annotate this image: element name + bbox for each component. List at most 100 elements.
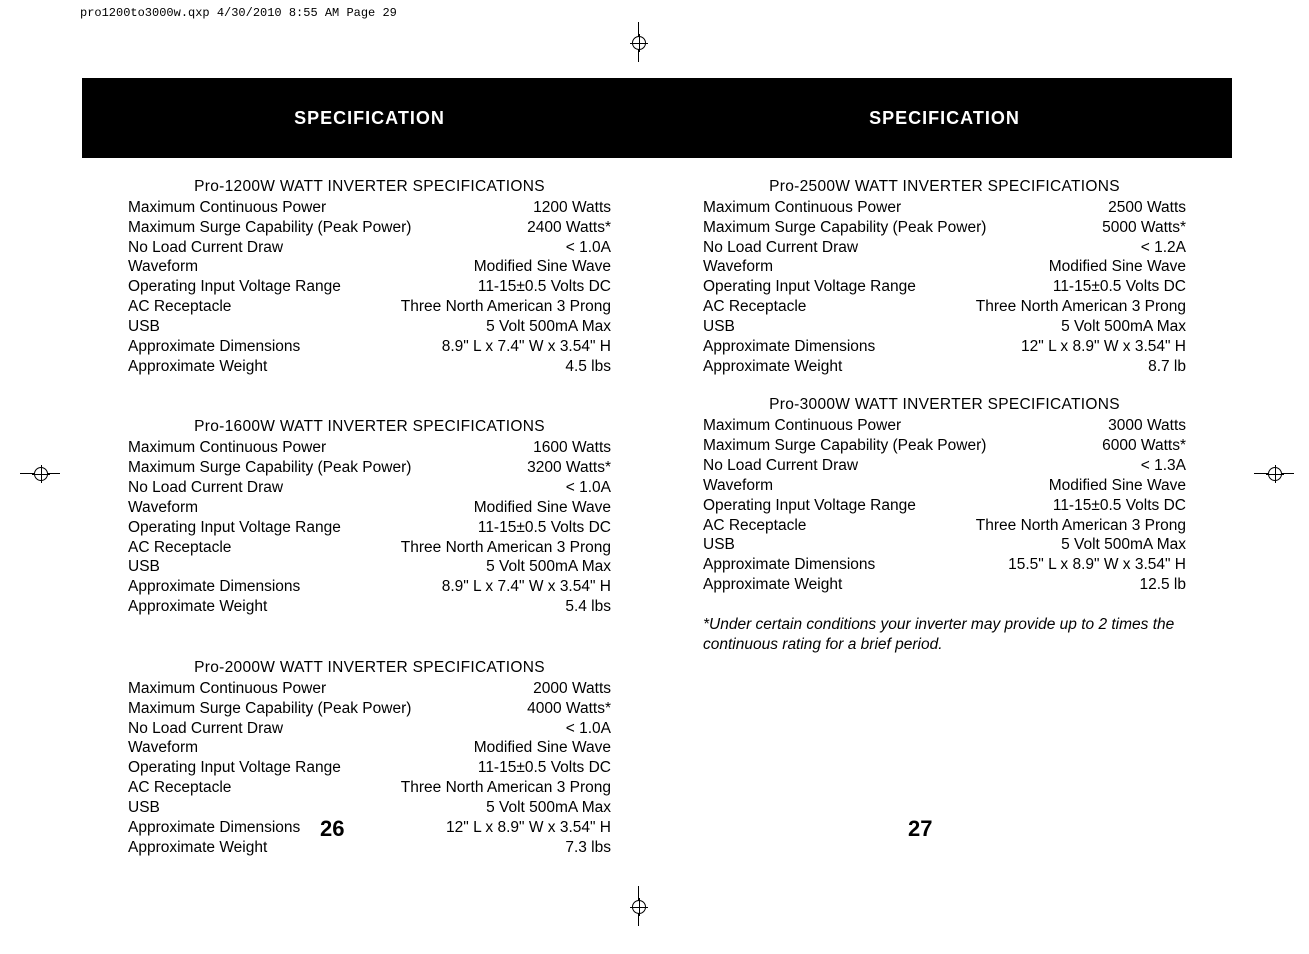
spec-row: Operating Input Voltage Range11-15±0.5 V… xyxy=(703,496,1186,516)
spec-label: Maximum Surge Capability (Peak Power) xyxy=(703,436,986,456)
spec-row: Approximate Dimensions8.9" L x 7.4" W x … xyxy=(128,577,611,597)
spec-row: Approximate Weight 4.5 lbs xyxy=(128,357,611,377)
spec-row: AC ReceptacleThree North American 3 Pron… xyxy=(128,778,611,798)
spec-label: Operating Input Voltage Range xyxy=(703,277,916,297)
spec-row: Waveform Modified Sine Wave xyxy=(703,257,1186,277)
spec-row: Approximate Weight 8.7 lb xyxy=(703,357,1186,377)
spec-value: 5 Volt 500mA Max xyxy=(486,798,611,818)
spec-label: Approximate Weight xyxy=(128,357,267,377)
spec-label: Operating Input Voltage Range xyxy=(128,758,341,778)
spec-block-title: Pro-2500W WATT INVERTER SPECIFICATIONS xyxy=(703,178,1186,196)
spec-value: Three North American 3 Prong xyxy=(401,538,611,558)
spec-row: No Load Current Draw< 1.3A xyxy=(703,456,1186,476)
spec-value: < 1.0A xyxy=(566,719,611,739)
spec-row: Operating Input Voltage Range11-15±0.5 V… xyxy=(703,277,1186,297)
spec-label: Maximum Continuous Power xyxy=(703,198,901,218)
spec-label: USB xyxy=(128,557,160,577)
spec-row: Approximate Dimensions12" L x 8.9" W x 3… xyxy=(128,818,611,838)
spec-value: 8.7 lb xyxy=(1148,357,1186,377)
spec-block: Pro-1200W WATT INVERTER SPECIFICATIONSMa… xyxy=(128,178,611,376)
spec-row: WaveformModified Sine Wave xyxy=(128,498,611,518)
content-left: Pro-1200W WATT INVERTER SPECIFICATIONSMa… xyxy=(82,158,657,857)
spec-value: 11-15±0.5 Volts DC xyxy=(1053,496,1186,516)
spec-row: Maximum Continuous Power 2000 Watts xyxy=(128,679,611,699)
content-right: Pro-2500W WATT INVERTER SPECIFICATIONS Ma… xyxy=(657,158,1232,655)
page-spread: SPECIFICATION Pro-1200W WATT INVERTER SP… xyxy=(82,78,1232,899)
spec-row: Approximate Dimensions15.5" L x 8.9" W x… xyxy=(703,555,1186,575)
spec-label: Approximate Weight xyxy=(703,575,842,595)
spec-row: USB5 Volt 500mA Max xyxy=(128,317,611,337)
spec-label: Waveform xyxy=(703,257,773,277)
title-bar-right: SPECIFICATION xyxy=(657,78,1232,158)
spec-label: Waveform xyxy=(128,498,198,518)
spec-value: 7.3 lbs xyxy=(565,838,611,858)
spec-value: Modified Sine Wave xyxy=(474,257,611,277)
spec-label: AC Receptacle xyxy=(128,538,231,558)
spec-row: Approximate Weight12.5 lb xyxy=(703,575,1186,595)
spec-row: Maximum Continuous Power1600 Watts xyxy=(128,438,611,458)
spec-label: Approximate Dimensions xyxy=(128,818,300,838)
spec-value: 4.5 lbs xyxy=(565,357,611,377)
spec-row: USB5 Volt 500mA Max xyxy=(128,557,611,577)
spec-block: Pro-1600W WATT INVERTER SPECIFICATIONS Ma… xyxy=(128,418,611,616)
spec-value: 12" L x 8.9" W x 3.54" H xyxy=(1021,337,1186,357)
spec-value: 3000 Watts xyxy=(1108,416,1186,436)
spec-row: Approximate Weight 5.4 lbs xyxy=(128,597,611,617)
spec-label: AC Receptacle xyxy=(703,516,806,536)
spec-label: USB xyxy=(128,798,160,818)
spec-row: Maximum Surge Capability (Peak Power) 500… xyxy=(703,218,1186,238)
spec-label: Approximate Dimensions xyxy=(703,337,875,357)
spec-value: 2400 Watts* xyxy=(527,218,611,238)
spec-label: Maximum Surge Capability (Peak Power) xyxy=(128,218,411,238)
spec-block: Pro-2500W WATT INVERTER SPECIFICATIONS Ma… xyxy=(703,178,1186,376)
spec-label: Waveform xyxy=(128,738,198,758)
spec-value: < 1.0A xyxy=(566,478,611,498)
spec-row: Approximate Dimensions8.9" L x 7.4" W x … xyxy=(128,337,611,357)
spec-row: Operating Input Voltage Range11-15±0.5 V… xyxy=(128,277,611,297)
spec-block: Pro-2000W WATT INVERTER SPECIFICATIONSMa… xyxy=(128,659,611,857)
spec-label: Maximum Continuous Power xyxy=(703,416,901,436)
spec-label: Approximate Dimensions xyxy=(703,555,875,575)
spec-label: No Load Current Draw xyxy=(128,719,283,739)
spec-label: Waveform xyxy=(703,476,773,496)
spec-label: Maximum Surge Capability (Peak Power) xyxy=(703,218,986,238)
spec-value: 11-15±0.5 Volts DC xyxy=(478,277,611,297)
spec-block-title: Pro-3000W WATT INVERTER SPECIFICATIONS xyxy=(703,396,1186,414)
spec-label: Approximate Dimensions xyxy=(128,577,300,597)
spec-row: Operating Input Voltage Range11-15±0.5 V… xyxy=(128,758,611,778)
spec-value: 6000 Watts* xyxy=(1102,436,1186,456)
spec-row: Approximate Dimensions 12" L x 8.9" W x 3… xyxy=(703,337,1186,357)
spec-label: Approximate Weight xyxy=(128,838,267,858)
spec-value: Modified Sine Wave xyxy=(1049,257,1186,277)
spec-label: Maximum Continuous Power xyxy=(128,198,326,218)
spec-label: No Load Current Draw xyxy=(128,238,283,258)
spec-row: Maximum Surge Capability (Peak Power) 600… xyxy=(703,436,1186,456)
footnote: *Under certain conditions your inverter … xyxy=(703,615,1186,655)
page-number-left: 26 xyxy=(320,816,344,842)
spec-label: AC Receptacle xyxy=(128,297,231,317)
title-bar-left: SPECIFICATION xyxy=(82,78,657,158)
spec-label: Waveform xyxy=(128,257,198,277)
spec-row: USB5 Volt 500mA Max xyxy=(703,535,1186,555)
spec-row: Waveform Modified Sine Wave xyxy=(128,738,611,758)
spec-value: Modified Sine Wave xyxy=(474,738,611,758)
spec-row: Maximum Continuous Power 3000 Watts xyxy=(703,416,1186,436)
spec-label: Maximum Continuous Power xyxy=(128,679,326,699)
spec-row: Maximum Continuous Power1200 Watts xyxy=(128,198,611,218)
spec-label: AC Receptacle xyxy=(703,297,806,317)
spec-value: 8.9" L x 7.4" W x 3.54" H xyxy=(442,337,611,357)
spec-row: Operating Input Voltage Range 11-15±0.5 V… xyxy=(128,518,611,538)
spec-value: 11-15±0.5 Volts DC xyxy=(478,518,611,538)
spec-label: Approximate Weight xyxy=(128,597,267,617)
spec-value: 4000 Watts* xyxy=(527,699,611,719)
spec-label: Operating Input Voltage Range xyxy=(128,518,341,538)
spec-label: Approximate Weight xyxy=(703,357,842,377)
page-number-right: 27 xyxy=(908,816,932,842)
spec-row: Maximum Surge Capability (Peak Power) 400… xyxy=(128,699,611,719)
spec-row: WaveformModified Sine Wave xyxy=(703,476,1186,496)
spec-label: Maximum Surge Capability (Peak Power) xyxy=(128,699,411,719)
spec-value: 2000 Watts xyxy=(533,679,611,699)
spec-value: 5000 Watts* xyxy=(1102,218,1186,238)
spec-value: 5.4 lbs xyxy=(565,597,611,617)
spec-block-title: Pro-1600W WATT INVERTER SPECIFICATIONS xyxy=(128,418,611,436)
